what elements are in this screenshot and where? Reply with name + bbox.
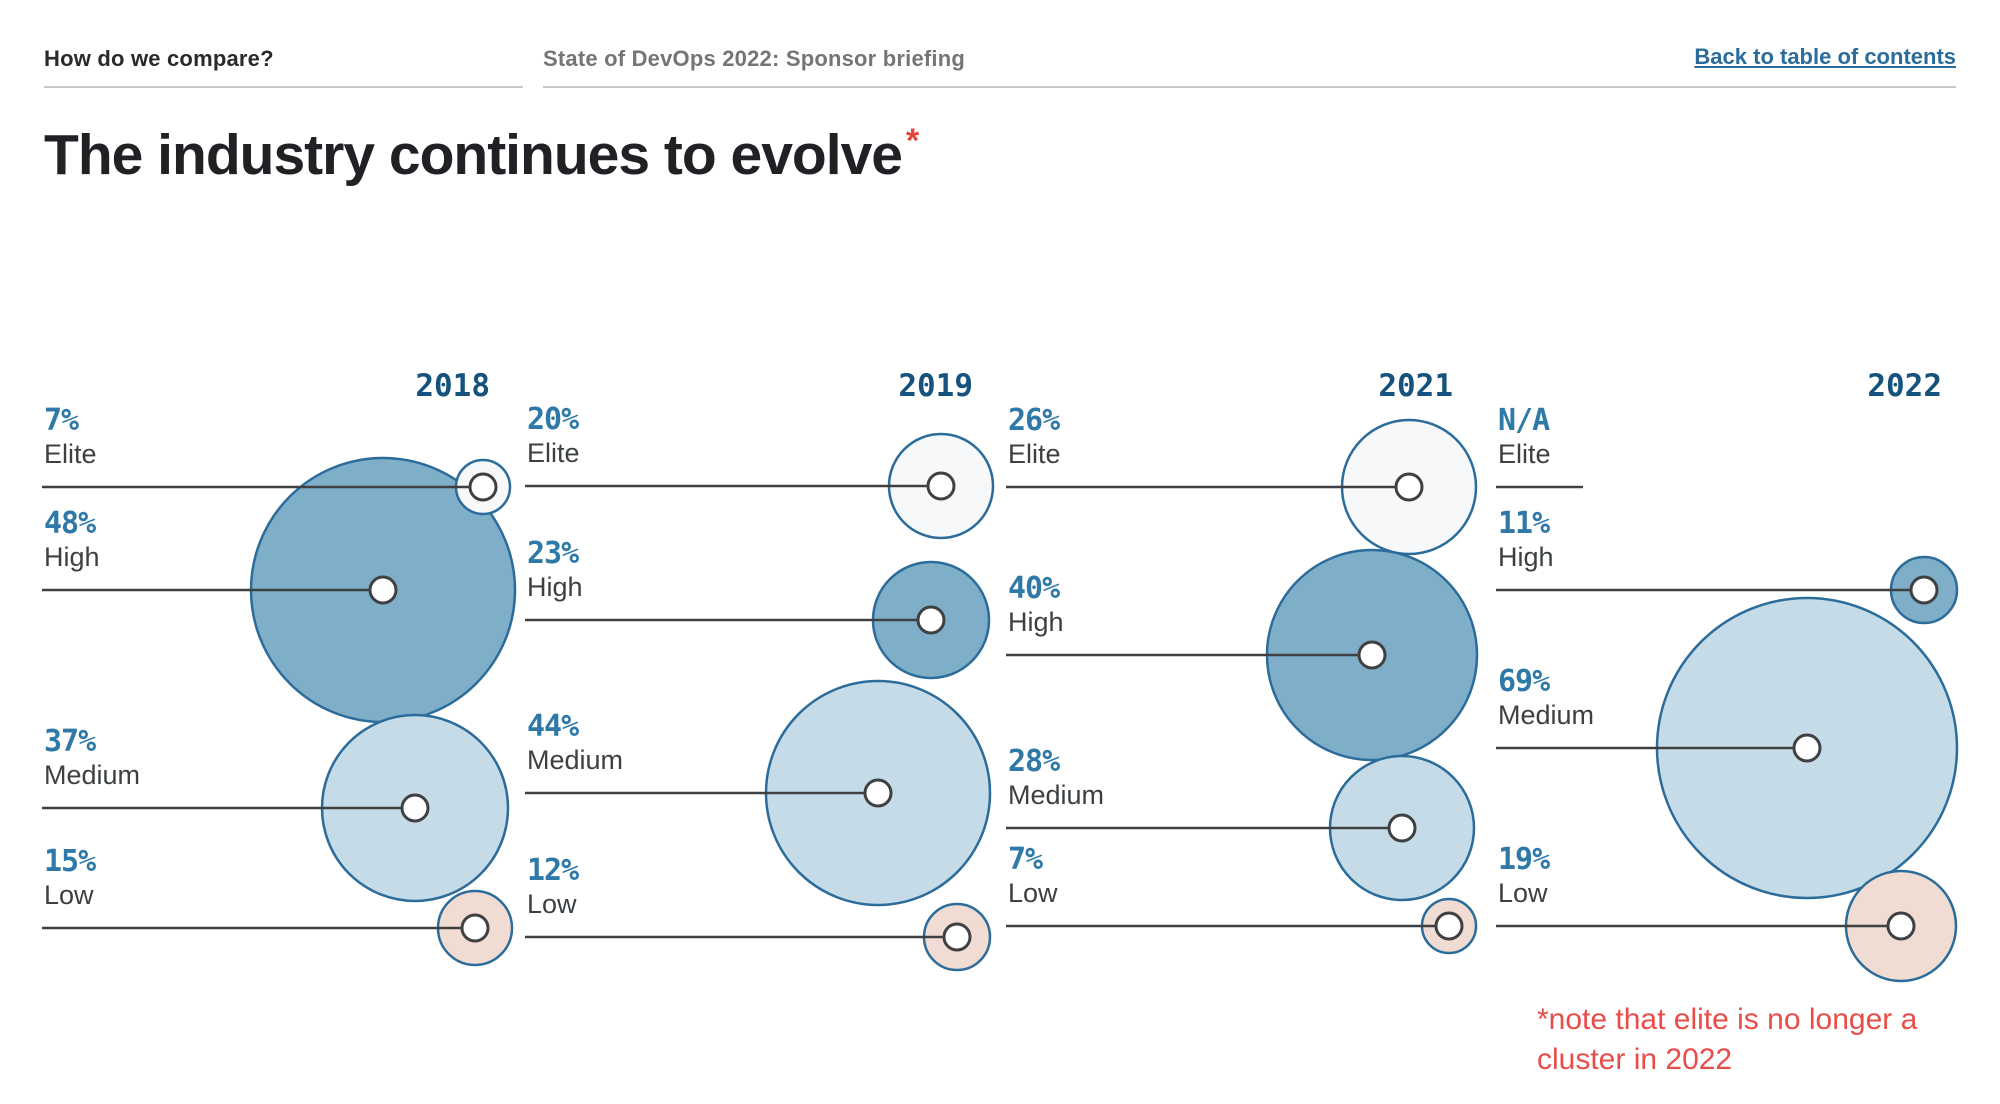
- center-marker-2019-low: [942, 922, 972, 952]
- center-marker-2018-high: [368, 575, 398, 605]
- year-label-2022: 2022: [1867, 368, 1942, 404]
- percent-label-2021-high: 40%: [1008, 571, 1060, 606]
- footnote: *note that elite is no longer a cluster …: [1537, 1003, 1918, 1076]
- percent-label-2019-elite: 20%: [527, 402, 579, 437]
- percent-label-2018-elite: 7%: [44, 403, 79, 438]
- percent-label-2022-medium: 69%: [1498, 664, 1550, 699]
- year-label-2021: 2021: [1378, 368, 1453, 404]
- center-marker-2021-high: [1357, 640, 1387, 670]
- center-marker-2018-low: [460, 913, 490, 943]
- center-marker-2022-medium: [1792, 733, 1822, 763]
- header-left-title: How do we compare?: [44, 46, 274, 71]
- title-asterisk: *: [906, 122, 919, 160]
- year-label-2018: 2018: [415, 368, 490, 404]
- category-label-2018-high: High: [44, 542, 100, 572]
- header-center-title: State of DevOps 2022: Sponsor briefing: [543, 46, 966, 71]
- percent-label-2021-elite: 26%: [1008, 403, 1060, 438]
- percent-label-2018-low: 15%: [44, 844, 96, 879]
- percent-label-2018-high: 48%: [44, 506, 96, 541]
- page-title-text: The industry continues to evolve: [44, 123, 903, 187]
- center-marker-2019-elite: [926, 471, 956, 501]
- category-label-2018-low: Low: [44, 880, 94, 910]
- center-marker-2018-medium: [400, 793, 430, 823]
- percent-label-2019-medium: 44%: [527, 709, 579, 744]
- category-label-2018-elite: Elite: [44, 439, 97, 469]
- percent-label-2019-high: 23%: [527, 536, 579, 571]
- percent-label-2019-low: 12%: [527, 853, 579, 888]
- category-label-2022-elite: Elite: [1498, 439, 1551, 469]
- header-rule-left: [44, 86, 523, 88]
- category-label-2019-elite: Elite: [527, 438, 580, 468]
- center-marker-2019-high: [916, 605, 946, 635]
- center-marker-2021-low: [1434, 911, 1464, 941]
- center-marker-2021-elite: [1394, 472, 1424, 502]
- category-label-2022-high: High: [1498, 542, 1554, 572]
- category-label-2019-medium: Medium: [527, 745, 624, 775]
- category-label-2021-low: Low: [1008, 878, 1058, 908]
- center-marker-2021-medium: [1387, 813, 1417, 843]
- category-label-2018-medium: Medium: [44, 760, 141, 790]
- category-label-2021-high: High: [1008, 607, 1064, 637]
- back-to-toc-link[interactable]: Back to table of contents: [1694, 44, 1956, 69]
- percent-label-2021-medium: 28%: [1008, 744, 1060, 779]
- percent-label-2022-elite: N/A: [1498, 403, 1550, 438]
- header-rule-right: [543, 86, 1956, 88]
- category-label-2021-medium: Medium: [1008, 780, 1105, 810]
- percent-label-2018-medium: 37%: [44, 724, 96, 759]
- category-label-2019-high: High: [527, 572, 583, 602]
- percent-label-2022-low: 19%: [1498, 842, 1550, 877]
- center-marker-2019-medium: [863, 778, 893, 808]
- center-marker-2022-high: [1909, 575, 1939, 605]
- page-title: The industry continues to evolve *: [44, 122, 919, 188]
- category-label-2019-low: Low: [527, 889, 577, 919]
- category-label-2021-elite: Elite: [1008, 439, 1061, 469]
- percent-label-2021-low: 7%: [1008, 842, 1043, 877]
- category-label-2022-medium: Medium: [1498, 700, 1595, 730]
- year-label-2019: 2019: [898, 368, 973, 404]
- category-label-2022-low: Low: [1498, 878, 1548, 908]
- percent-label-2022-high: 11%: [1498, 506, 1550, 541]
- center-marker-2022-low: [1886, 911, 1916, 941]
- center-marker-2018-elite: [468, 472, 498, 502]
